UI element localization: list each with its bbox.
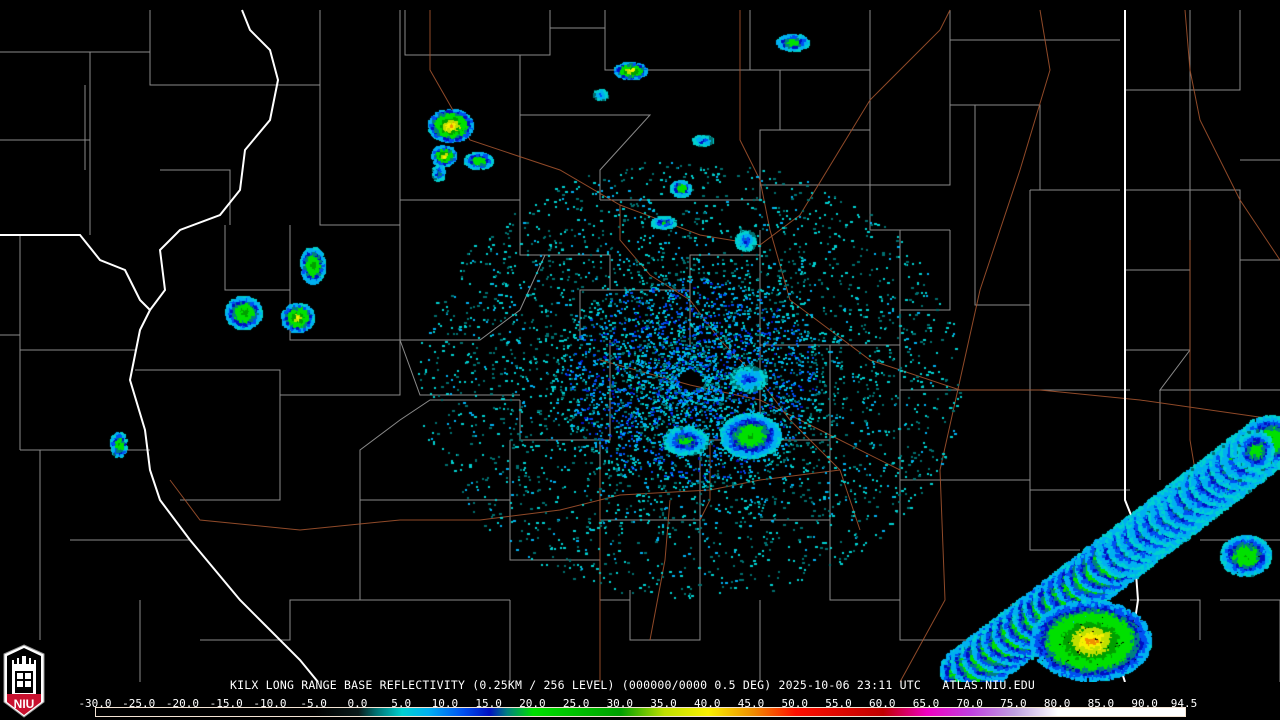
colorbar-label: -30.0 bbox=[78, 697, 112, 710]
colorbar-label: 50.0 bbox=[781, 697, 809, 710]
reflectivity-colorbar bbox=[95, 707, 1186, 717]
colorbar-label: 80.0 bbox=[1043, 697, 1071, 710]
colorbar-label: 55.0 bbox=[825, 697, 852, 710]
colorbar-label: -10.0 bbox=[253, 697, 287, 710]
colorbar-label: 75.0 bbox=[1000, 697, 1027, 710]
colorbar-label: 45.0 bbox=[737, 697, 765, 710]
colorbar-label: 35.0 bbox=[650, 697, 677, 710]
colorbar-label: 20.0 bbox=[519, 697, 546, 710]
colorbar-label: 30.0 bbox=[606, 697, 634, 710]
colorbar-label: 70.0 bbox=[956, 697, 983, 710]
colorbar-label: -20.0 bbox=[165, 697, 200, 710]
colorbar-label: 94.5 bbox=[1170, 697, 1198, 710]
niu-logo-icon: NIU bbox=[3, 644, 45, 718]
product-title: KILX LONG RANGE BASE REFLECTIVITY (0.25K… bbox=[230, 678, 1035, 692]
colorbar-label: 90.0 bbox=[1131, 697, 1158, 710]
colorbar-label: -25.0 bbox=[122, 697, 156, 710]
colorbar-label: 0.0 bbox=[347, 697, 368, 710]
colorbar-label: 65.0 bbox=[912, 697, 940, 710]
colorbar-label: 60.0 bbox=[868, 697, 896, 710]
colorbar-labels: -30.0 -25.0 -20.0 -15.0 -10.0 -5.0 0.0 5.0 10.0 1… bbox=[78, 697, 1198, 710]
colorbar-label: 10.0 bbox=[431, 697, 459, 710]
reflectivity-echoes bbox=[0, 0, 1280, 682]
colorbar-label: 25.0 bbox=[562, 697, 590, 710]
colorbar-label: -15.0 bbox=[209, 697, 243, 710]
colorbar-label: 40.0 bbox=[694, 697, 721, 710]
colorbar-label: 5.0 bbox=[391, 697, 412, 710]
colorbar-label: 85.0 bbox=[1087, 697, 1115, 710]
colorbar-label: -5.0 bbox=[300, 697, 327, 710]
colorbar-label: 15.0 bbox=[475, 697, 502, 710]
svg-text:NIU: NIU bbox=[14, 697, 35, 711]
